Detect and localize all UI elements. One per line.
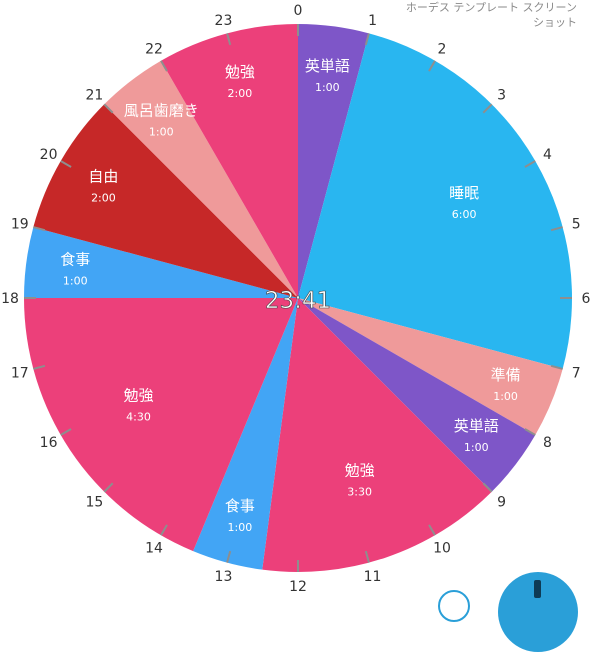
segment-duration: 2:00 — [227, 87, 252, 100]
hour-tick — [482, 482, 493, 493]
pie-slice[interactable] — [24, 227, 298, 298]
hour-tick — [103, 103, 114, 114]
segment-label: 英単語 — [305, 57, 350, 75]
secondary-button[interactable] — [438, 590, 470, 622]
hour-label: 21 — [85, 87, 103, 103]
pie-slices — [24, 24, 572, 572]
hour-label: 7 — [572, 366, 581, 382]
segment-duration: 6:00 — [452, 208, 477, 221]
hour-label: 20 — [40, 147, 58, 163]
segment-duration: 1:00 — [149, 126, 174, 139]
hour-label: 18 — [1, 291, 19, 307]
hour-tick — [428, 60, 436, 72]
hour-tick — [524, 428, 536, 436]
segment-duration: 1:00 — [63, 275, 88, 288]
pie-slice[interactable] — [24, 298, 298, 552]
hour-tick — [428, 524, 436, 536]
segment-label: 英単語 — [454, 417, 499, 435]
pie-slice[interactable] — [298, 298, 563, 435]
pie-slice[interactable] — [33, 104, 298, 298]
segment-duration: 1:00 — [227, 521, 252, 534]
current-time: 23:41 — [265, 288, 331, 314]
hour-label: 12 — [289, 579, 307, 595]
segment-duration: 4:30 — [126, 411, 151, 424]
pie-slice[interactable] — [298, 24, 369, 298]
segment-label: 勉強 — [225, 63, 255, 81]
hour-label: 14 — [145, 540, 163, 556]
hour-label: 5 — [572, 216, 581, 232]
hour-label: 4 — [543, 147, 552, 163]
header-line-2: ショット — [533, 16, 577, 29]
hour-label: 2 — [438, 42, 447, 58]
hour-label: 8 — [543, 435, 552, 451]
hour-tick — [60, 428, 72, 436]
hour-tick — [550, 364, 563, 370]
hour-label: 17 — [11, 366, 29, 382]
hour-tick — [60, 160, 72, 168]
segment-duration: 1:00 — [493, 390, 518, 403]
segment-label: 自由 — [88, 168, 118, 186]
hour-tick — [226, 33, 232, 46]
pie-slice[interactable] — [298, 298, 536, 492]
hour-label: 3 — [497, 87, 506, 103]
hour-tick — [524, 160, 536, 168]
segment-label: 風呂歯磨き — [124, 102, 199, 120]
hour-tick — [364, 550, 370, 563]
hour-label: 19 — [11, 216, 29, 232]
segment-label: 睡眠 — [449, 184, 479, 202]
segment-label: 食事 — [225, 497, 255, 515]
segment-label: 勉強 — [345, 462, 375, 480]
hour-label: 22 — [145, 42, 163, 58]
hour-ticks — [24, 24, 572, 572]
pie-slice[interactable] — [161, 24, 298, 298]
header-line-1: ホーデス テンプレート スクリーン — [405, 1, 577, 14]
hour-tick — [160, 60, 168, 72]
hour-tick — [103, 482, 114, 493]
segment-duration: 3:30 — [347, 486, 372, 499]
segment-label: 食事 — [60, 251, 90, 269]
segment-label: 準備 — [491, 366, 521, 384]
hour-tick — [160, 524, 168, 536]
header-text: ホーデス テンプレート スクリーン ショット — [406, 0, 577, 30]
plus-icon — [534, 580, 541, 598]
hour-label: 11 — [364, 569, 382, 585]
segment-label: 勉強 — [124, 387, 154, 405]
segment-duration: 1:00 — [464, 441, 489, 454]
hour-label: 1 — [368, 13, 377, 29]
hour-label: 16 — [40, 435, 58, 451]
hour-tick — [226, 550, 232, 563]
hour-tick — [33, 226, 46, 232]
pie-slice[interactable] — [193, 298, 298, 570]
hour-label: 13 — [215, 569, 233, 585]
pie-slice[interactable] — [298, 33, 572, 369]
hour-label: 15 — [85, 495, 103, 511]
hour-tick — [364, 33, 370, 46]
hour-label: 23 — [215, 13, 233, 29]
hour-label: 0 — [294, 3, 303, 19]
hour-tick — [482, 103, 493, 114]
hour-label: 6 — [582, 291, 591, 307]
hour-tick — [33, 364, 46, 370]
add-button[interactable] — [498, 572, 578, 652]
segment-duration: 2:00 — [91, 192, 116, 205]
hour-tick — [550, 226, 563, 232]
segment-labels: 英単語 1:00 睡眠 6:00 準備 1:00 英単語 1:00 勉強 3:30 食事 1:00 勉強… — [60, 57, 520, 534]
hour-label: 10 — [433, 540, 451, 556]
segment-duration: 1:00 — [315, 81, 340, 94]
pie-slice[interactable] — [262, 298, 492, 572]
hour-label: 9 — [497, 495, 506, 511]
pie-slice[interactable] — [104, 60, 298, 298]
